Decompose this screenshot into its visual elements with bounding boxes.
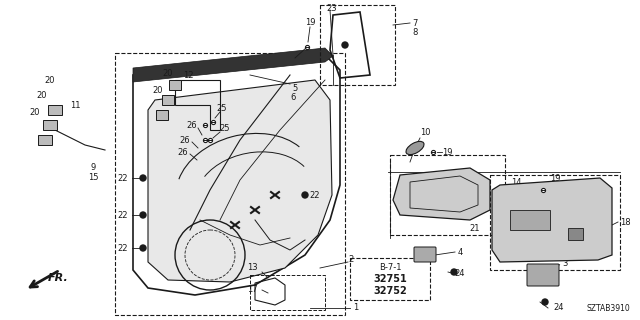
- Text: 2: 2: [348, 255, 353, 265]
- Text: 5: 5: [292, 84, 298, 92]
- Bar: [115, 53, 345, 315]
- Text: 26: 26: [178, 148, 188, 156]
- Text: 8: 8: [412, 28, 418, 36]
- Text: 26: 26: [180, 135, 190, 145]
- Text: 25: 25: [217, 103, 227, 113]
- Bar: [490, 175, 620, 270]
- Text: 7: 7: [412, 19, 418, 28]
- Text: 22: 22: [118, 211, 128, 220]
- Circle shape: [140, 175, 146, 181]
- Polygon shape: [148, 80, 332, 282]
- Text: 20: 20: [29, 108, 40, 116]
- Text: 20: 20: [153, 85, 163, 94]
- Text: 18: 18: [620, 218, 630, 227]
- Text: 20: 20: [163, 68, 173, 77]
- Bar: [510, 210, 550, 230]
- Bar: [390, 155, 505, 235]
- Text: 14: 14: [511, 178, 521, 187]
- Polygon shape: [492, 178, 612, 262]
- Circle shape: [451, 269, 457, 275]
- Text: 9: 9: [90, 163, 95, 172]
- Text: 23: 23: [326, 4, 337, 12]
- Ellipse shape: [406, 141, 424, 155]
- Text: 22: 22: [118, 244, 128, 252]
- Text: 24: 24: [553, 303, 563, 313]
- Text: 10: 10: [420, 127, 430, 137]
- Bar: [568, 228, 583, 240]
- Circle shape: [302, 192, 308, 198]
- Text: 17: 17: [248, 285, 258, 294]
- Text: 32751: 32751: [373, 274, 407, 284]
- Text: 1: 1: [353, 303, 358, 313]
- Text: 25: 25: [220, 124, 230, 132]
- Bar: [169, 80, 181, 90]
- Text: B-7-1: B-7-1: [379, 262, 401, 271]
- Text: 19: 19: [442, 148, 452, 156]
- Text: 22: 22: [310, 190, 320, 199]
- Bar: [156, 110, 168, 120]
- Circle shape: [542, 299, 548, 305]
- Text: 24: 24: [455, 268, 465, 277]
- Text: 19: 19: [550, 173, 560, 182]
- FancyBboxPatch shape: [527, 264, 559, 286]
- Polygon shape: [133, 48, 333, 82]
- Text: 20: 20: [45, 76, 55, 84]
- Text: 21: 21: [575, 247, 585, 257]
- Text: 20: 20: [36, 91, 47, 100]
- Bar: [38, 135, 52, 145]
- Circle shape: [342, 42, 348, 48]
- Polygon shape: [393, 168, 490, 220]
- Bar: [250, 275, 325, 310]
- Text: 16: 16: [500, 205, 510, 214]
- Text: 15: 15: [88, 172, 99, 181]
- Text: 12: 12: [183, 70, 193, 79]
- Text: 26: 26: [187, 121, 197, 130]
- Text: 32752: 32752: [373, 286, 407, 296]
- Text: 13: 13: [248, 263, 258, 273]
- Bar: [43, 120, 57, 130]
- Text: 21: 21: [470, 223, 480, 233]
- Text: 11: 11: [70, 100, 80, 109]
- FancyBboxPatch shape: [414, 247, 436, 262]
- Text: 3: 3: [562, 259, 568, 268]
- Text: SZTAB3910: SZTAB3910: [586, 304, 630, 313]
- Text: 4: 4: [458, 247, 463, 257]
- Circle shape: [140, 212, 146, 218]
- Text: 19: 19: [305, 18, 316, 27]
- Bar: [320, 5, 395, 85]
- Text: 22: 22: [118, 173, 128, 182]
- Text: 6: 6: [291, 92, 296, 101]
- Bar: [350, 258, 430, 300]
- Text: FR.: FR.: [48, 273, 68, 283]
- Circle shape: [140, 245, 146, 251]
- Bar: [162, 95, 174, 105]
- Bar: [48, 105, 62, 115]
